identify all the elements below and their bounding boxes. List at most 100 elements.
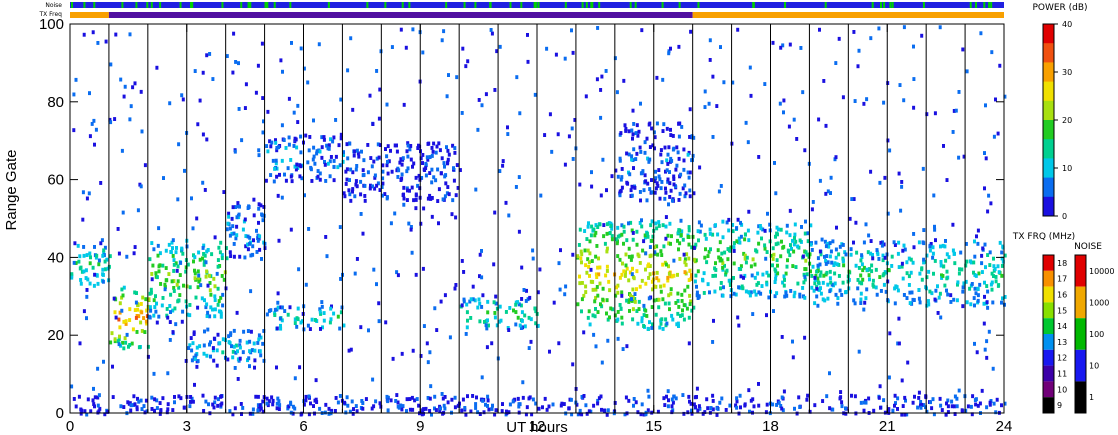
echo-cell xyxy=(437,221,440,226)
echo-cell xyxy=(93,395,97,400)
echo-cell xyxy=(635,242,639,247)
echo-cell xyxy=(249,253,253,258)
echo-cell xyxy=(890,264,894,268)
echo-cell xyxy=(896,341,900,346)
echo-cell xyxy=(706,406,710,411)
echo-cell xyxy=(839,390,843,394)
echo-cell xyxy=(879,405,882,410)
echo-cell xyxy=(620,293,624,298)
echo-cell xyxy=(505,409,508,414)
echo-cell xyxy=(506,132,510,136)
echo-cell xyxy=(655,244,659,249)
echo-cell xyxy=(342,191,346,196)
echo-cell xyxy=(788,42,792,47)
echo-cell xyxy=(183,168,186,173)
echo-cell xyxy=(664,224,668,229)
echo-cell xyxy=(900,264,904,269)
echo-cell xyxy=(428,396,432,401)
echo-cell xyxy=(672,394,676,399)
echo-cell xyxy=(661,327,665,331)
echo-cell xyxy=(739,274,743,279)
echo-cell xyxy=(686,235,690,239)
echo-cell xyxy=(252,213,256,218)
echo-cell xyxy=(835,225,838,230)
echo-cell xyxy=(677,156,681,161)
echo-cell xyxy=(171,408,175,412)
echo-cell xyxy=(385,195,389,199)
echo-cell xyxy=(656,409,660,414)
echo-cell xyxy=(818,262,822,267)
echo-cell xyxy=(633,185,637,190)
echo-cell xyxy=(677,121,681,126)
echo-cell xyxy=(666,152,670,157)
echo-cell xyxy=(939,315,943,320)
echo-cell xyxy=(616,254,620,258)
echo-cell xyxy=(860,253,864,258)
echo-cell xyxy=(219,314,223,319)
echo-cell xyxy=(213,294,217,299)
echo-cell xyxy=(620,167,624,171)
echo-cell xyxy=(563,56,567,61)
echo-cell xyxy=(318,171,322,176)
echo-cell xyxy=(129,104,133,109)
echo-cell xyxy=(216,286,220,291)
echo-cell xyxy=(435,144,439,149)
echo-cell xyxy=(425,341,429,346)
echo-cell xyxy=(663,403,667,407)
echo-cell xyxy=(421,266,425,271)
echo-cell xyxy=(147,314,151,319)
echo-cell xyxy=(648,245,652,249)
echo-cell xyxy=(757,241,761,246)
echo-cell xyxy=(643,235,647,240)
echo-cell xyxy=(687,278,691,282)
echo-cell xyxy=(639,198,642,203)
echo-cell xyxy=(474,406,478,410)
echo-cell xyxy=(600,360,604,365)
echo-cell xyxy=(195,345,199,350)
echo-cell xyxy=(715,406,719,411)
echo-cell xyxy=(659,289,663,294)
echo-cell xyxy=(270,140,274,145)
echo-cell xyxy=(960,267,964,272)
echo-cell xyxy=(205,314,209,318)
noise-legend-title: NOISE xyxy=(1074,242,1102,252)
echo-cell xyxy=(348,178,351,182)
echo-cell xyxy=(476,410,480,415)
echo-cell xyxy=(591,287,595,292)
echo-cell xyxy=(627,246,631,251)
echo-cell xyxy=(688,170,692,175)
echo-cell xyxy=(941,243,945,248)
echo-cell xyxy=(640,402,644,407)
echo-cell xyxy=(964,263,968,268)
echo-cell xyxy=(825,394,829,399)
echo-cell xyxy=(973,341,976,346)
echo-cell xyxy=(912,77,916,81)
echo-cell xyxy=(962,281,966,286)
echo-cell xyxy=(975,350,979,355)
echo-cell xyxy=(680,299,684,303)
echo-cell xyxy=(693,279,697,284)
echo-cell xyxy=(736,315,740,320)
echo-cell xyxy=(511,399,515,404)
noise-bar-mark xyxy=(752,2,755,8)
echo-cell xyxy=(79,411,83,416)
echo-cell xyxy=(688,194,692,199)
echo-cell xyxy=(235,215,239,220)
echo-cell xyxy=(402,185,406,190)
echo-cell xyxy=(594,230,598,235)
echo-cell xyxy=(804,219,807,224)
echo-cell xyxy=(729,245,733,250)
echo-cell xyxy=(228,233,232,238)
echo-cell xyxy=(902,25,906,30)
echo-cell xyxy=(158,401,162,405)
echo-cell xyxy=(359,192,363,197)
noise-bar-mark xyxy=(366,2,369,8)
echo-cell xyxy=(912,44,915,49)
echo-cell xyxy=(439,299,443,304)
echo-cell xyxy=(508,306,512,310)
echo-cell xyxy=(235,310,239,315)
echo-cell xyxy=(436,167,440,172)
echo-cell xyxy=(584,284,588,289)
echo-cell xyxy=(882,398,886,403)
echo-cell xyxy=(428,350,432,355)
